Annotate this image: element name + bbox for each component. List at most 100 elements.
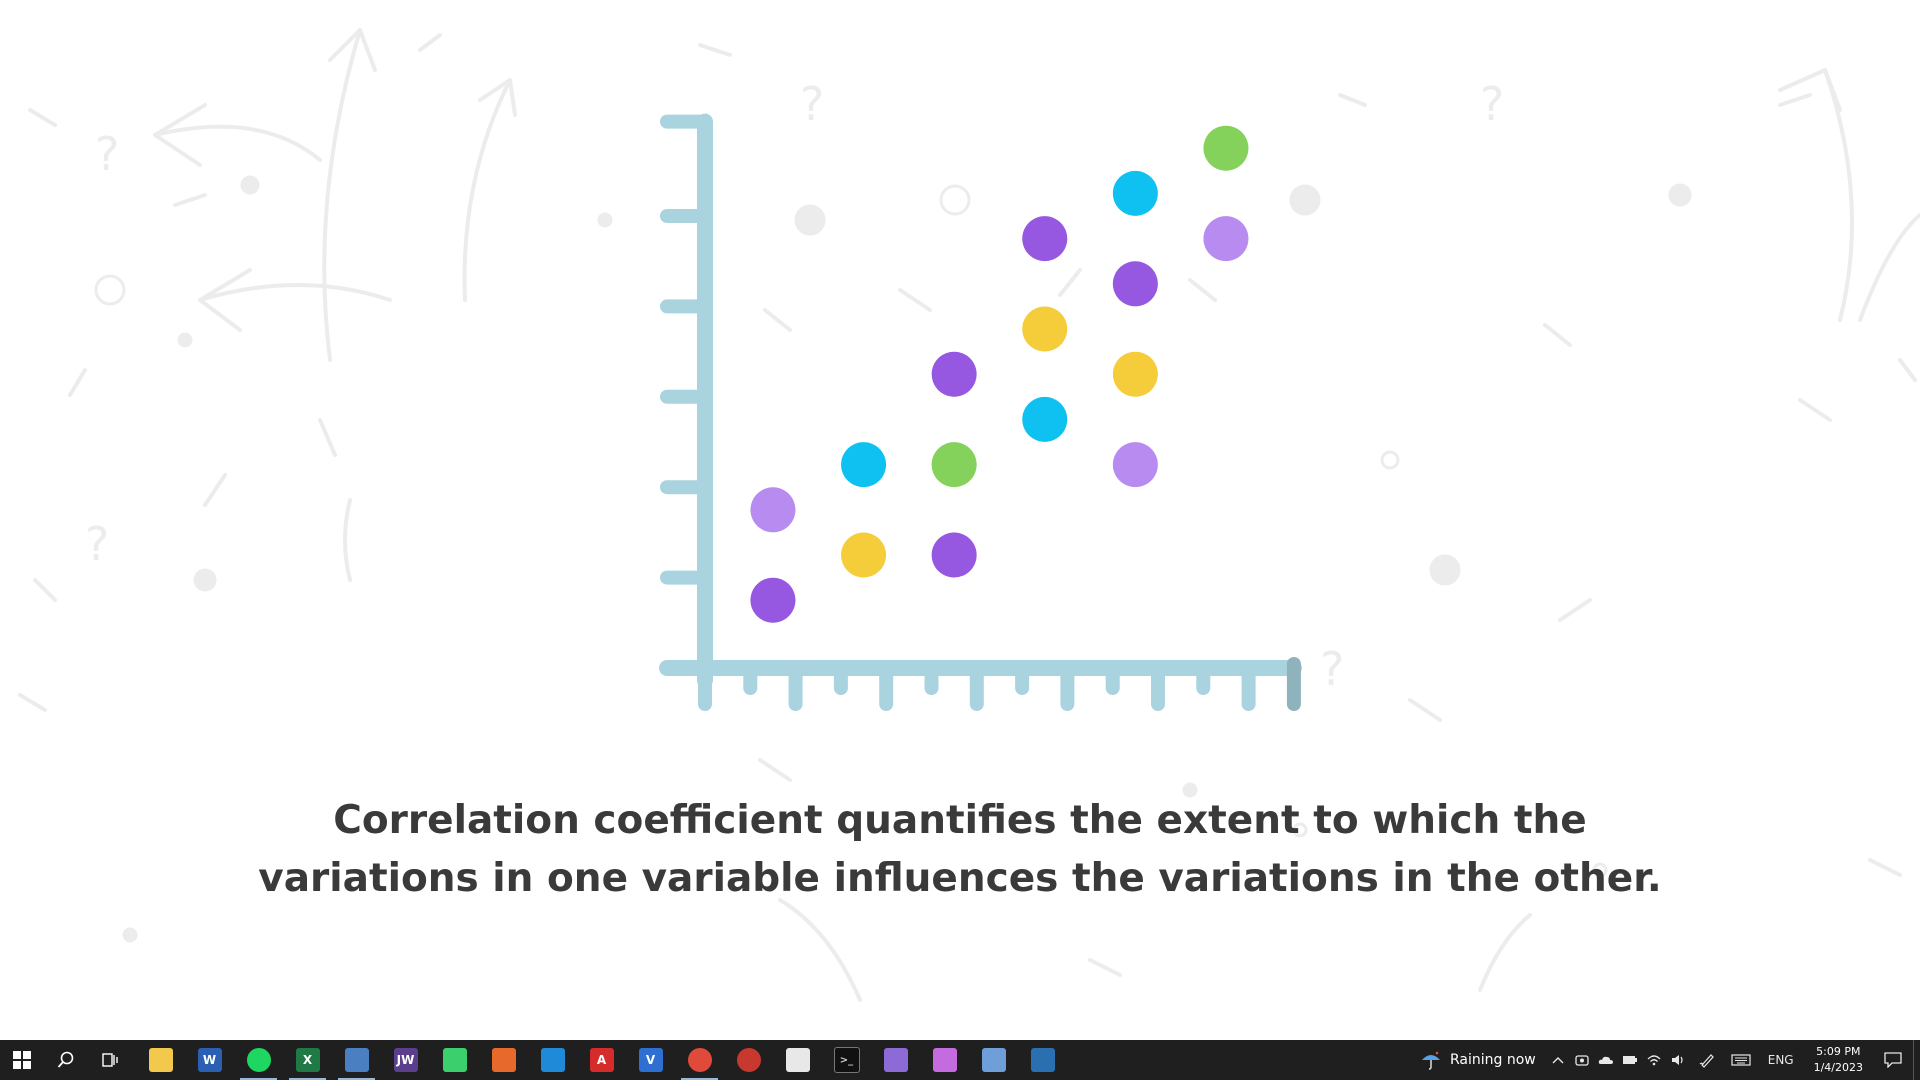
decor-dot <box>939 184 971 216</box>
data-point <box>931 351 977 397</box>
decor-dot <box>1292 822 1308 838</box>
network-button[interactable] <box>1642 1040 1666 1080</box>
decor-dash <box>68 368 87 397</box>
show-desktop-button[interactable] <box>1913 1040 1920 1080</box>
git-icon <box>883 1048 908 1072</box>
decor-dash <box>418 33 442 52</box>
decor-dot <box>122 927 138 943</box>
decor-question-mark: ? <box>85 517 109 571</box>
taskbar-app-chrome[interactable] <box>675 1040 724 1080</box>
play-icon <box>442 1048 467 1072</box>
taskbar-app-jw[interactable]: JW <box>381 1040 430 1080</box>
decor-dash <box>1058 268 1082 297</box>
onedrive-button[interactable] <box>1594 1040 1618 1080</box>
decor-dash <box>203 473 227 507</box>
taskbar-app-drop[interactable] <box>920 1040 969 1080</box>
calculator-icon <box>344 1048 369 1072</box>
background-doodles: ????? <box>18 28 1920 1002</box>
decor-dash <box>1543 323 1572 347</box>
decor-dot <box>794 204 826 236</box>
data-point <box>931 442 977 488</box>
windows-logo-icon <box>13 1051 31 1069</box>
search-button[interactable] <box>44 1040 88 1080</box>
decor-dot <box>240 175 260 195</box>
taskbar-app-spotify[interactable] <box>234 1040 283 1080</box>
decor-dash <box>1558 598 1592 622</box>
show-hidden-icons-button[interactable] <box>1546 1040 1570 1080</box>
data-point <box>1022 396 1068 442</box>
matlab-icon <box>491 1048 516 1072</box>
pen-workspace-button[interactable] <box>1690 1040 1724 1080</box>
terminal-icon: >_ <box>833 1047 860 1073</box>
input-language-indicator[interactable]: ENG <box>1767 1053 1794 1067</box>
data-point <box>1112 170 1158 216</box>
windows-taskbar: W X JW A V >_ Raining now <box>0 1040 1920 1080</box>
decor-dash <box>28 108 57 127</box>
drop-icon <box>932 1048 957 1072</box>
decor-arrow <box>343 498 352 582</box>
taskbar-app-terminal[interactable]: >_ <box>822 1040 871 1080</box>
data-point <box>1112 351 1158 397</box>
taskbar-app-git[interactable] <box>871 1040 920 1080</box>
data-point <box>931 532 977 578</box>
decor-dash <box>318 418 337 457</box>
jw-icon: JW <box>393 1048 418 1072</box>
wifi-icon <box>1647 1055 1661 1066</box>
chrome-icon <box>687 1048 712 1072</box>
system-tray: Raining now ENG 5:09 PM 1/4/2023 <box>1408 1040 1920 1080</box>
decor-arrow <box>778 898 862 1002</box>
caption-line-2: variations in one variable influences th… <box>258 856 1662 901</box>
vscode-icon <box>540 1048 565 1072</box>
action-center-button[interactable] <box>1873 1040 1913 1080</box>
taskbar-app-file-explorer[interactable] <box>136 1040 185 1080</box>
decor-dot <box>94 274 126 306</box>
decor-dot <box>1592 862 1608 878</box>
spotify-icon <box>246 1048 271 1072</box>
start-button[interactable] <box>0 1040 44 1080</box>
decor-dot <box>1289 184 1321 216</box>
decor-arrow <box>1778 68 1854 322</box>
decor-arrow <box>153 103 322 167</box>
decor-dash <box>1798 398 1832 422</box>
battery-button[interactable] <box>1618 1040 1642 1080</box>
clock-date: 1/4/2023 <box>1813 1061 1863 1074</box>
decor-question-mark: ? <box>800 77 824 131</box>
taskbar-app-calculator[interactable] <box>332 1040 381 1080</box>
data-point <box>1203 125 1249 171</box>
taskbar-app-visio[interactable]: V <box>626 1040 675 1080</box>
decor-dash <box>698 43 732 57</box>
decor-arrow <box>322 28 377 362</box>
weather-widget[interactable]: Raining now <box>1408 1040 1546 1080</box>
decor-dash <box>1408 698 1442 722</box>
taskbar-app-excel[interactable]: X <box>283 1040 332 1080</box>
decor-dash <box>18 693 47 712</box>
pen-icon <box>1699 1054 1714 1068</box>
taskbar-app-slack[interactable] <box>773 1040 822 1080</box>
taskbar-app-app-k[interactable] <box>1018 1040 1067 1080</box>
decor-dot <box>1182 782 1198 798</box>
taskbar-app-player[interactable] <box>430 1040 479 1080</box>
camera-icon <box>1575 1055 1589 1066</box>
taskbar-app-matlab[interactable] <box>479 1040 528 1080</box>
taskbar-app-vscode[interactable] <box>528 1040 577 1080</box>
word-icon: W <box>197 1048 222 1072</box>
keyboard-icon <box>1731 1054 1751 1066</box>
volume-button[interactable] <box>1666 1040 1690 1080</box>
taskbar-app-chrome-dev[interactable] <box>724 1040 773 1080</box>
decor-question-mark: ? <box>1480 77 1504 131</box>
decor-question-mark: ? <box>95 127 119 181</box>
meet-now-button[interactable] <box>1570 1040 1594 1080</box>
taskbar-app-virtualbox[interactable] <box>969 1040 1018 1080</box>
decor-arrow <box>1478 913 1532 992</box>
taskbar-app-acrobat[interactable]: A <box>577 1040 626 1080</box>
decor-dash <box>898 288 932 312</box>
taskbar-app-word[interactable]: W <box>185 1040 234 1080</box>
clock[interactable]: 5:09 PM 1/4/2023 <box>1804 1044 1873 1076</box>
decor-dot <box>1380 450 1400 470</box>
decor-dot <box>193 568 217 592</box>
chevron-up-icon <box>1552 1057 1564 1064</box>
touch-keyboard-button[interactable] <box>1724 1040 1758 1080</box>
data-point <box>841 532 887 578</box>
task-view-button[interactable] <box>88 1040 132 1080</box>
speaker-icon <box>1671 1055 1683 1065</box>
